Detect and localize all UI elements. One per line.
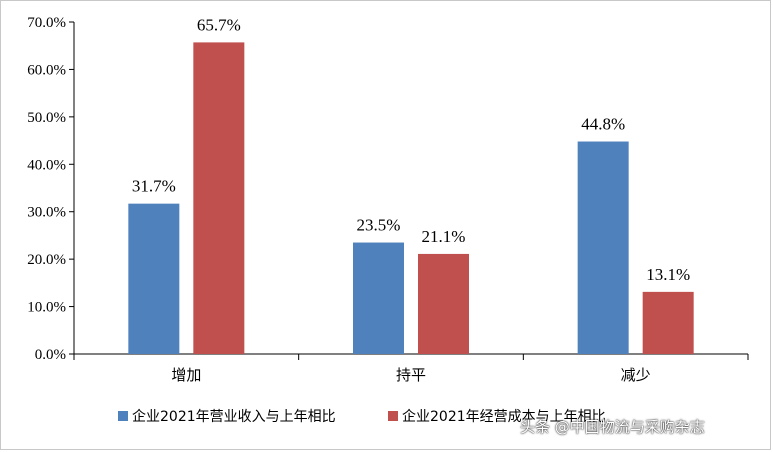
x-category-label: 增加 — [171, 366, 201, 384]
legend-swatch — [388, 411, 398, 421]
y-tick-label: 60.0% — [27, 62, 66, 78]
data-label: 31.7% — [132, 177, 176, 196]
data-label: 13.1% — [646, 265, 690, 284]
x-category-label: 持平 — [396, 366, 426, 384]
bar — [418, 253, 469, 354]
bar — [193, 42, 245, 354]
bar — [577, 141, 629, 354]
y-tick-label: 0.0% — [35, 347, 66, 363]
y-tick-label: 70.0% — [27, 15, 66, 31]
legend-swatch — [118, 411, 128, 421]
watermark: 头条 @中国物流与采购杂志 — [520, 418, 705, 436]
y-tick-label: 40.0% — [27, 157, 66, 173]
y-tick-label: 20.0% — [27, 252, 66, 268]
data-label: 44.8% — [581, 115, 625, 134]
data-label: 21.1% — [422, 227, 466, 246]
data-label: 65.7% — [197, 15, 241, 34]
legend-label: 企业2021年营业收入与上年相比 — [132, 408, 336, 425]
x-category-label: 减少 — [621, 366, 651, 384]
y-tick-label: 10.0% — [27, 300, 66, 316]
legend-label: 企业2021年经营成本与上年相比 — [402, 408, 606, 425]
y-tick-label: 30.0% — [27, 205, 66, 221]
data-label: 23.5% — [357, 216, 401, 235]
bar — [642, 291, 694, 354]
bar — [128, 203, 180, 354]
bar — [353, 242, 404, 354]
y-tick-label: 50.0% — [27, 110, 66, 126]
